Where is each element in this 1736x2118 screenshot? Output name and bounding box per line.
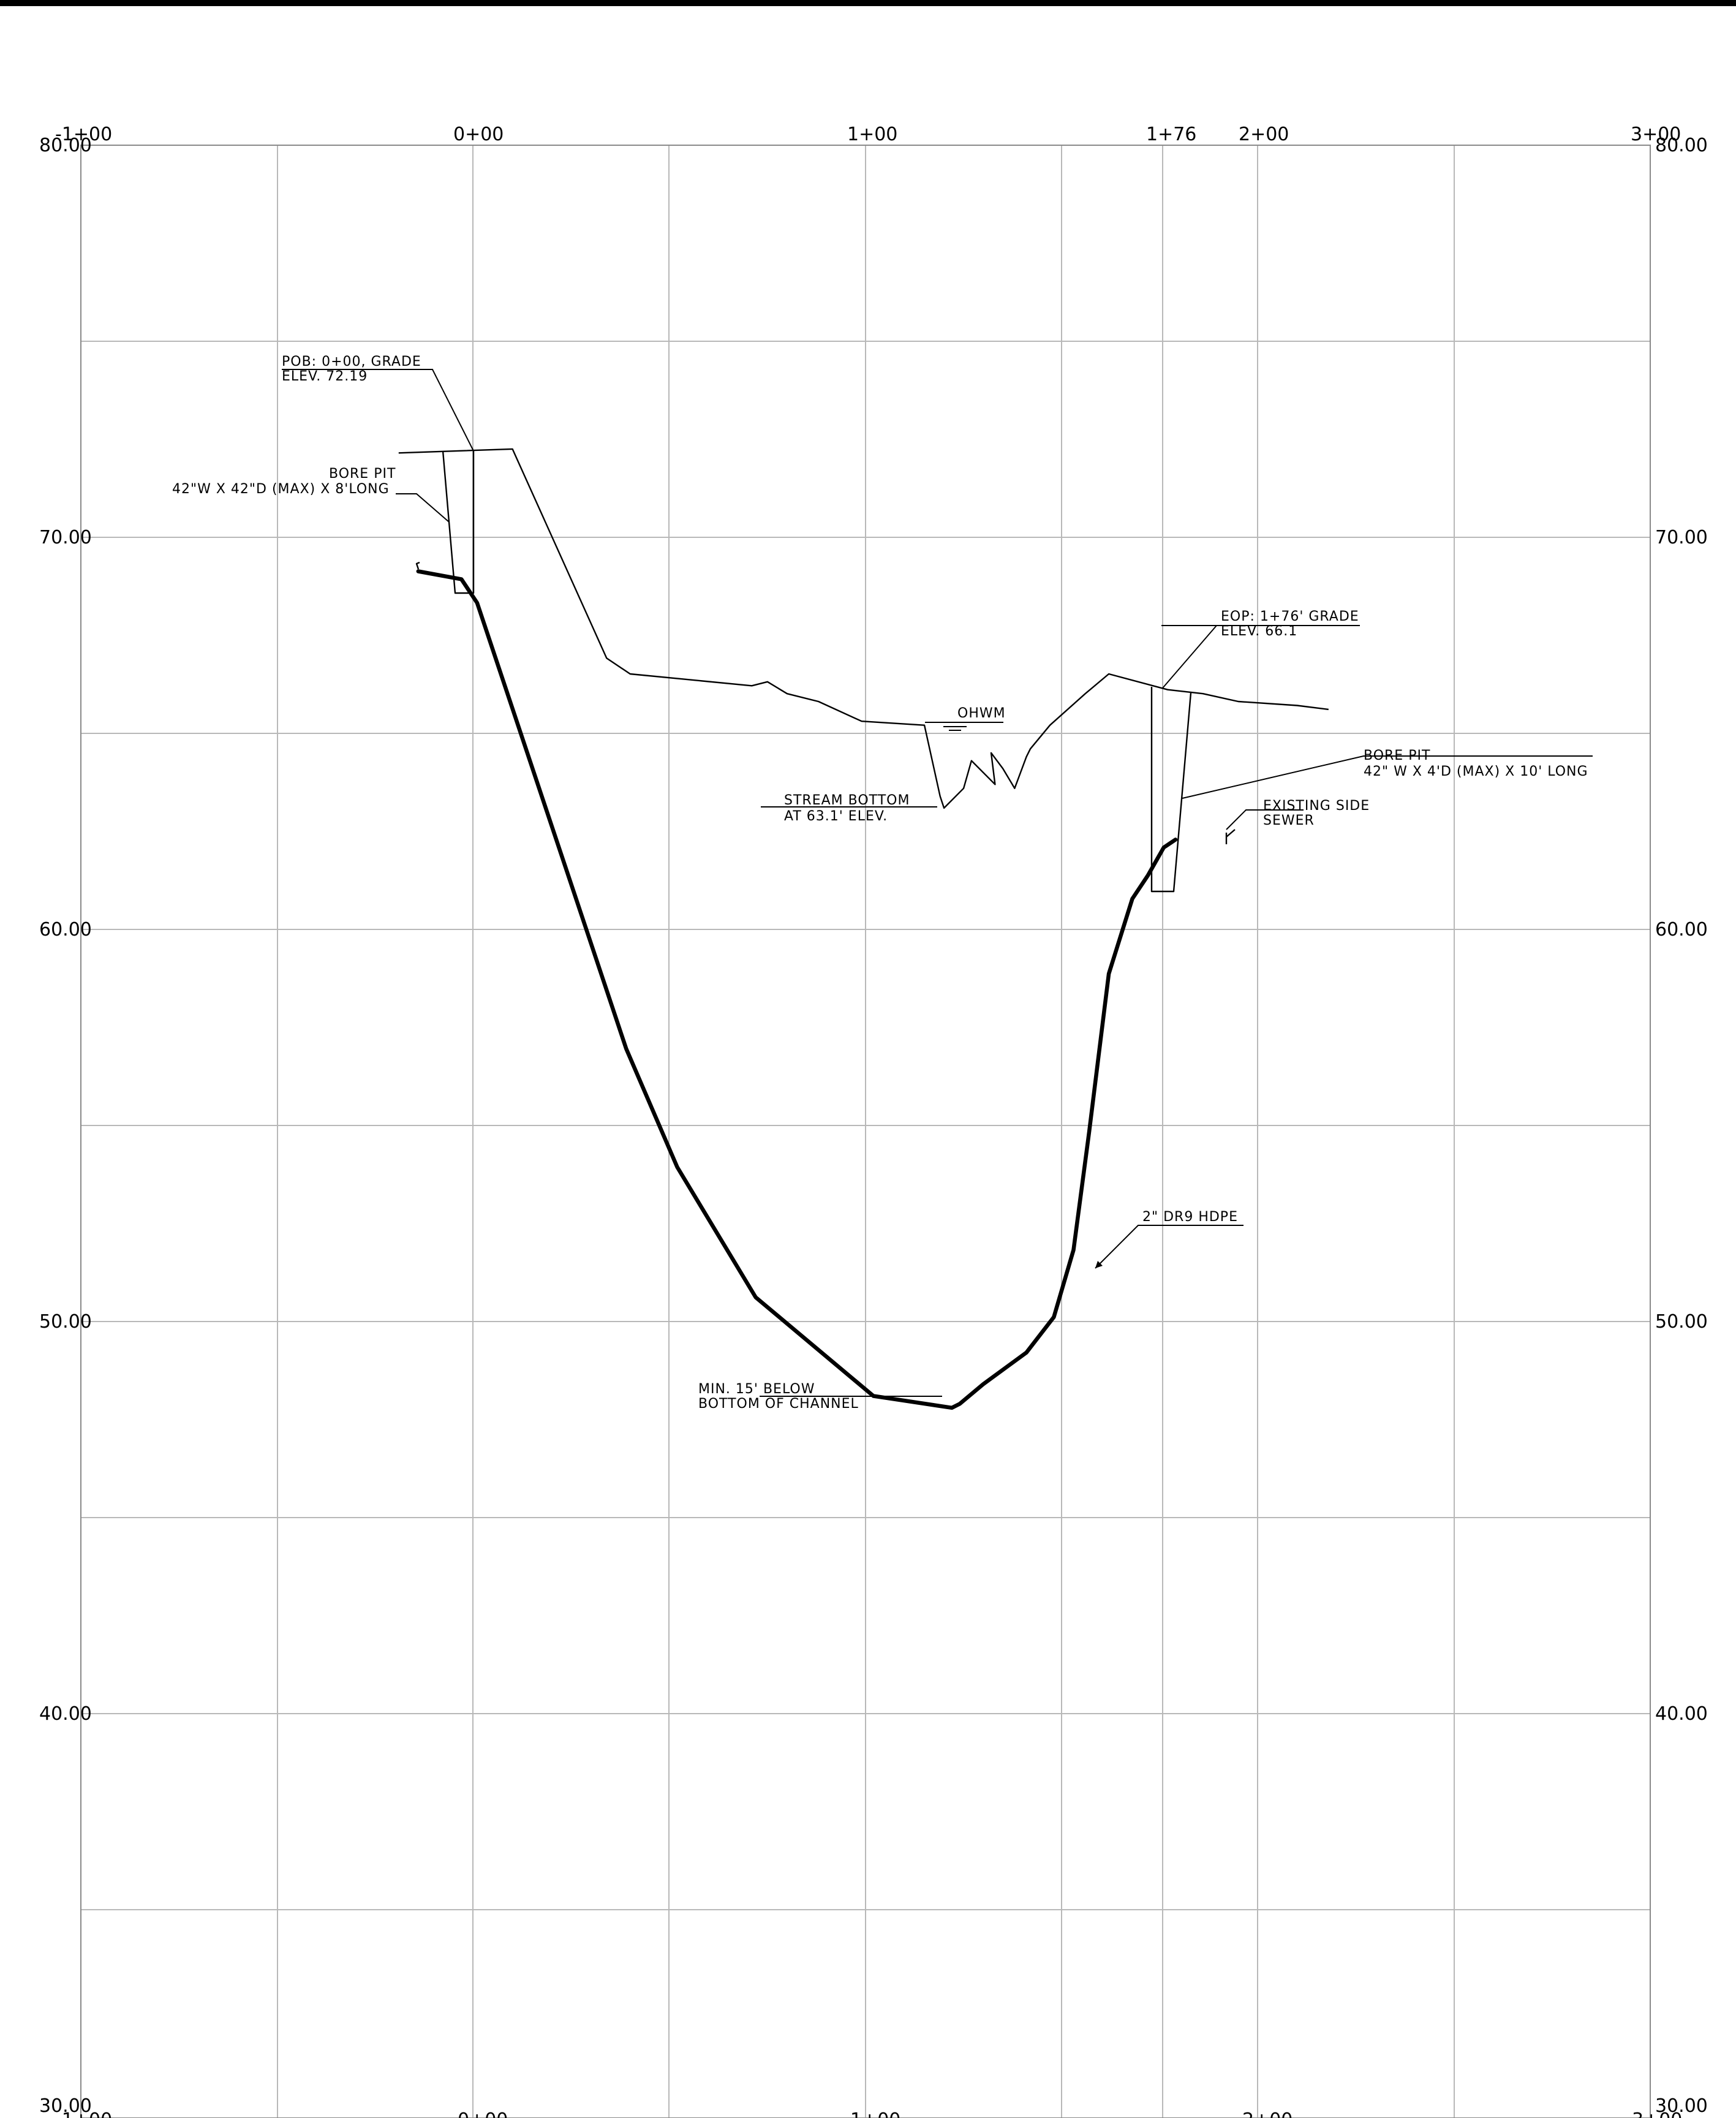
grid — [81, 145, 1650, 2118]
elevation-labels-left: 80.00 70.00 60.00 50.00 40.00 30.00 — [39, 135, 92, 2117]
station-label: 1+00 — [847, 124, 897, 145]
station-label: 1+00 — [850, 2109, 900, 2118]
hdpe-label-arrowhead — [1095, 1261, 1103, 1268]
sheet-top-border — [0, 0, 1736, 6]
leader-lines — [282, 369, 1593, 1397]
bore-pit-left — [442, 450, 475, 594]
bore-pit-right — [1150, 687, 1192, 893]
min-cover-note: BOTTOM OF CHANNEL — [698, 1396, 859, 1412]
station-label: 2+00 — [1239, 124, 1289, 145]
existing-sewer-note: SEWER — [1263, 813, 1315, 828]
hdpe-bore-path-line — [416, 569, 1178, 1410]
annotations: POB: 0+00, GRADE ELEV. 72.19 BORE PIT 42… — [172, 354, 1588, 1412]
eop-note: ELEV. 66.1 — [1221, 624, 1297, 639]
existing-side-sewer-symbol — [1225, 829, 1236, 844]
station-labels-top: -1+00 0+00 1+00 1+76 2+00 3+00 — [55, 124, 1681, 145]
elevation-label: 30.00 — [39, 2095, 92, 2117]
station-label: 2+00 — [1242, 2109, 1293, 2118]
elevation-label: 60.00 — [39, 919, 92, 940]
station-label: 3+00 — [1632, 2109, 1682, 2118]
bore-pit-right-note: 42" W X 4'D (MAX) X 10' LONG — [1364, 764, 1588, 779]
elevation-label: 30.00 — [1655, 2095, 1708, 2117]
station-label: -1+00 — [55, 124, 112, 145]
ohwm-label: OHWM — [957, 706, 1006, 721]
bore-pit-left-note: BORE PIT — [329, 466, 396, 482]
elevation-label: 50.00 — [1655, 1311, 1708, 1333]
stream-bottom-note: STREAM BOTTOM — [784, 793, 910, 808]
station-labels-bottom: -1+00 0+00 1+00 2+00 3+00 — [55, 2109, 1682, 2118]
eop-note: EOP: 1+76' GRADE — [1221, 609, 1359, 624]
ohwm-symbol — [925, 722, 1003, 731]
hdpe-pipe-note: 2" DR9 HDPE — [1142, 1209, 1238, 1225]
elevation-label: 60.00 — [1655, 919, 1708, 940]
elevation-labels-right: 80.00 70.00 60.00 50.00 40.00 30.00 — [1655, 135, 1708, 2117]
pob-note: ELEV. 72.19 — [282, 369, 368, 384]
elevation-label: 80.00 — [39, 135, 92, 156]
elevation-label: 40.00 — [39, 1703, 92, 1725]
plot-frame — [80, 145, 1651, 2118]
min-cover-note: MIN. 15' BELOW — [698, 1382, 815, 1397]
station-label: 0+00 — [453, 124, 504, 145]
bore-pit-left-note: 42"W X 42"D (MAX) X 8'LONG — [172, 482, 390, 497]
bore-pit-right-note: BORE PIT — [1364, 748, 1430, 763]
stream-bottom-note: AT 63.1' ELEV. — [784, 809, 888, 824]
pob-note: POB: 0+00, GRADE — [282, 354, 421, 369]
elevation-label: 50.00 — [39, 1311, 92, 1333]
elevation-label: 80.00 — [1655, 135, 1708, 156]
station-label: 1+76 — [1146, 124, 1196, 145]
station-label: 0+00 — [458, 2109, 508, 2118]
hdpe-entry-hook — [415, 561, 420, 570]
station-label: 3+00 — [1631, 124, 1681, 145]
existing-grade-line — [398, 448, 1329, 809]
existing-sewer-note: EXISTING SIDE — [1263, 798, 1370, 814]
elevation-label: 40.00 — [1655, 1703, 1708, 1725]
elevation-label: 70.00 — [1655, 527, 1708, 548]
elevation-label: 70.00 — [39, 527, 92, 548]
station-label: -1+00 — [55, 2109, 112, 2118]
